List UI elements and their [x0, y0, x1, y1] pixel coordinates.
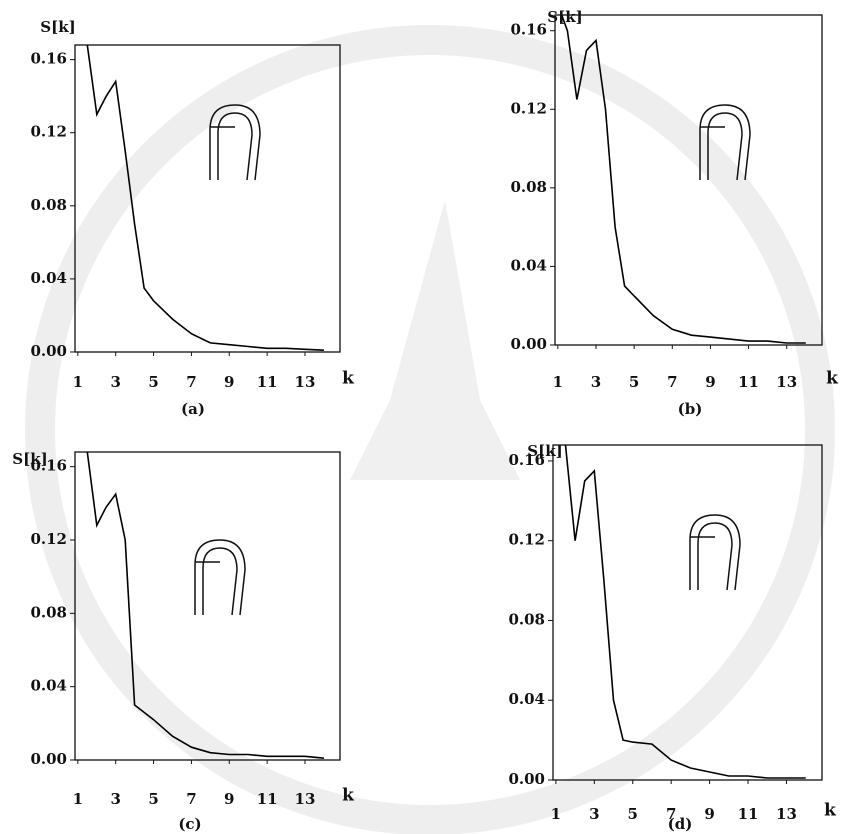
y-tick-label: 0.12	[30, 530, 67, 548]
y-axis-label: S[k]	[527, 442, 562, 460]
x-tick-label: 9	[704, 805, 714, 823]
x-tick-label: 11	[738, 373, 759, 391]
x-axis-label: k	[824, 801, 837, 821]
x-tick-label: 13	[295, 373, 316, 391]
y-tick-label: 0.08	[30, 196, 67, 214]
x-tick-label: 3	[110, 373, 120, 391]
x-tick-label: 9	[224, 790, 234, 808]
y-tick-label: 0.00	[30, 750, 67, 768]
watermark	[40, 40, 820, 820]
y-tick-label: 0.08	[30, 603, 67, 621]
inset-shape	[195, 540, 245, 615]
y-tick-label: 0.04	[508, 690, 545, 708]
x-tick-label: 11	[257, 790, 278, 808]
x-tick-label: 5	[628, 805, 638, 823]
x-tick-label: 5	[148, 790, 158, 808]
x-tick-label: 13	[776, 373, 797, 391]
y-tick-label: 0.00	[508, 770, 545, 788]
y-tick-label: 0.00	[30, 342, 67, 360]
y-axis-label: S[k]	[40, 18, 75, 36]
x-tick-label: 3	[591, 373, 601, 391]
x-axis-label: k	[342, 786, 355, 806]
y-tick-label: 0.12	[30, 123, 67, 141]
x-tick-label: 1	[73, 790, 83, 808]
plot-frame	[75, 452, 340, 760]
y-tick-label: 0.08	[510, 178, 547, 196]
x-tick-label: 11	[738, 805, 759, 823]
y-tick-label: 0.04	[510, 256, 547, 274]
x-tick-label: 7	[667, 373, 677, 391]
x-tick-label: 9	[224, 373, 234, 391]
y-tick-label: 0.08	[508, 610, 545, 628]
figure: 0.000.040.080.120.16135791113S[k]k(a)0.0…	[0, 0, 842, 834]
y-tick-label: 0.16	[30, 50, 67, 68]
x-axis-label: k	[826, 369, 839, 389]
x-tick-label: 7	[186, 373, 196, 391]
x-tick-label: 11	[257, 373, 278, 391]
x-tick-label: 1	[553, 373, 563, 391]
inset-shape	[690, 515, 740, 590]
x-tick-label: 9	[705, 373, 715, 391]
y-tick-label: 0.00	[510, 335, 547, 353]
x-tick-label: 13	[295, 790, 316, 808]
x-tick-label: 1	[551, 805, 561, 823]
x-tick-label: 3	[589, 805, 599, 823]
x-axis-label: k	[342, 369, 355, 389]
y-tick-label: 0.12	[508, 531, 545, 549]
y-tick-label: 0.16	[510, 21, 547, 39]
y-tick-label: 0.04	[30, 677, 67, 695]
y-tick-label: 0.12	[510, 99, 547, 117]
x-tick-label: 1	[73, 373, 83, 391]
x-tick-label: 3	[110, 790, 120, 808]
x-tick-label: 13	[776, 805, 797, 823]
y-axis-label: S[k]	[12, 450, 47, 468]
caption: (c)	[178, 815, 201, 833]
caption: (b)	[678, 400, 703, 418]
caption: (a)	[181, 400, 205, 418]
caption: (d)	[668, 815, 693, 833]
x-tick-label: 5	[629, 373, 639, 391]
y-tick-label: 0.04	[30, 269, 67, 287]
series-line	[87, 452, 324, 758]
x-tick-label: 5	[148, 373, 158, 391]
x-tick-label: 7	[186, 790, 196, 808]
